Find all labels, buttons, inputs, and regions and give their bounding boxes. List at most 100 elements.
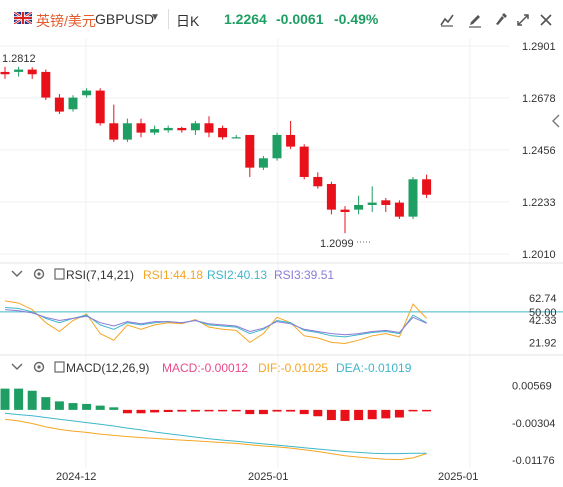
interval-selector[interactable]: 日K bbox=[176, 13, 200, 29]
macd-histogram-bar bbox=[14, 388, 24, 410]
collapse-icon[interactable] bbox=[11, 270, 23, 277]
macd-tick-label: -0.00304 bbox=[512, 418, 555, 430]
candle-body bbox=[408, 179, 418, 217]
macd-axis: 0.00569 -0.00304 -0.01176 bbox=[512, 381, 555, 467]
chevron-down-icon[interactable]: ▼ bbox=[150, 12, 160, 23]
candle-body bbox=[14, 69, 24, 72]
macd-histogram-bar bbox=[381, 409, 391, 419]
uk-flag-icon bbox=[14, 12, 32, 24]
high-price-label: 1.2812 bbox=[2, 53, 36, 65]
candle-body bbox=[122, 123, 132, 140]
macd-histogram-bar bbox=[299, 409, 309, 415]
brush-icon bbox=[496, 13, 507, 25]
candle-body bbox=[394, 202, 404, 217]
rsi2-value: RSI2:40.13 bbox=[207, 268, 267, 282]
chart-area[interactable]: 1.2812 1.2099 1.29011.26781.24561.22331.… bbox=[0, 38, 563, 487]
macd-histogram-bar bbox=[122, 409, 132, 414]
price-tick-label: 1.2456 bbox=[522, 145, 556, 157]
rsi-tick-label: 21.92 bbox=[529, 337, 557, 349]
macd-histogram-bar bbox=[394, 409, 404, 418]
candle-body bbox=[163, 127, 173, 131]
candle-body bbox=[313, 176, 323, 187]
indicator-icon[interactable] bbox=[54, 361, 65, 373]
candle-body bbox=[68, 97, 78, 110]
candle-body bbox=[286, 134, 296, 147]
rsi-title[interactable]: RSI(7,14,21) bbox=[66, 268, 134, 282]
last-price: 1.2264 bbox=[224, 11, 267, 27]
macd-pane bbox=[0, 388, 432, 461]
price-pane bbox=[0, 66, 432, 243]
candle-body bbox=[204, 123, 214, 133]
rsi3-value: RSI3:39.51 bbox=[274, 268, 334, 282]
candle-body bbox=[422, 179, 432, 195]
macd-histogram-bar bbox=[258, 409, 268, 415]
macd-title[interactable]: MACD(12,26,9) bbox=[66, 361, 149, 375]
macd-histogram-bar bbox=[367, 409, 377, 420]
macd-histogram-bar bbox=[109, 407, 119, 410]
macd-histogram-bar bbox=[218, 409, 228, 412]
fullscreen-button[interactable] bbox=[512, 10, 534, 30]
divider bbox=[168, 9, 169, 29]
candle-body bbox=[231, 137, 241, 139]
candle-body bbox=[326, 183, 336, 210]
indicator-icon[interactable] bbox=[54, 268, 65, 280]
rsi-tick-label: 42.33 bbox=[529, 315, 557, 327]
candle-body bbox=[367, 202, 377, 205]
macd-histogram-bar bbox=[204, 409, 214, 412]
macd-histogram-bar bbox=[68, 403, 78, 410]
dea-value: DEA:-0.01019 bbox=[336, 361, 412, 375]
macd-histogram-bar bbox=[82, 403, 92, 410]
macd-histogram-bar bbox=[354, 409, 364, 421]
macd-histogram-bar bbox=[340, 409, 350, 421]
rsi-tick-label: 62.74 bbox=[529, 293, 557, 305]
macd-tick-label: -0.01176 bbox=[512, 455, 555, 467]
price-tick-label: 1.2678 bbox=[522, 93, 556, 105]
macd-histogram-bar bbox=[27, 390, 37, 410]
pencil-tool-button[interactable] bbox=[464, 10, 486, 30]
candle-body bbox=[340, 209, 350, 212]
draw-tool-button[interactable] bbox=[436, 10, 458, 30]
candle-body bbox=[245, 134, 255, 168]
settings-icon[interactable] bbox=[33, 361, 45, 373]
pair-code[interactable]: GBPUSD bbox=[95, 11, 155, 27]
date-label: 2025-01 bbox=[438, 471, 478, 483]
date-label: 2024-12 bbox=[56, 471, 96, 483]
rsi-header: RSI(7,14,21) RSI1:44.18 RSI2:40.13 RSI3:… bbox=[11, 268, 334, 282]
date-label: 2025-01 bbox=[248, 471, 288, 483]
macd-header: MACD(12,26,9) MACD:-0.00012 DIF:-0.01025… bbox=[11, 361, 412, 375]
candle-body bbox=[354, 204, 364, 210]
macd-histogram-bar bbox=[136, 409, 146, 414]
pair-name[interactable]: 英镑/美元 bbox=[36, 13, 96, 29]
settings-icon[interactable] bbox=[33, 268, 45, 280]
candle-body bbox=[0, 71, 10, 75]
date-axis: 2024-12 2025-01 2025-01 bbox=[56, 471, 478, 483]
macd-histogram-bar bbox=[150, 409, 160, 413]
rsi-tick-label: 50.00 bbox=[529, 307, 557, 319]
collapse-panel-button[interactable] bbox=[548, 110, 563, 132]
draw-icon bbox=[440, 14, 454, 27]
rsi3-line bbox=[4, 309, 427, 336]
macd-histogram-bar bbox=[408, 409, 418, 412]
collapse-icon[interactable] bbox=[11, 363, 23, 370]
brush-tool-button[interactable] bbox=[489, 10, 511, 30]
candle-body bbox=[41, 71, 51, 98]
pencil-icon bbox=[469, 15, 481, 28]
macd-histogram-bar bbox=[326, 409, 336, 421]
macd-histogram-bar bbox=[313, 409, 323, 417]
close-icon bbox=[540, 14, 552, 26]
price-tick-label: 1.2233 bbox=[522, 197, 556, 209]
macd-histogram-bar bbox=[95, 405, 105, 410]
rsi1-line bbox=[4, 300, 427, 345]
rsi-pane bbox=[0, 300, 563, 345]
chevron-left-icon bbox=[552, 114, 560, 128]
macd-histogram-bar bbox=[231, 409, 241, 412]
close-button[interactable] bbox=[535, 10, 557, 30]
price-change: -0.0061 bbox=[276, 11, 324, 27]
dif-value: DIF:-0.01025 bbox=[258, 361, 328, 375]
macd-histogram-bar bbox=[422, 409, 432, 412]
fullscreen-icon bbox=[517, 14, 529, 26]
candle-body bbox=[272, 134, 282, 159]
price-change-percent: -0.49% bbox=[334, 11, 379, 27]
candle-body bbox=[299, 146, 309, 177]
